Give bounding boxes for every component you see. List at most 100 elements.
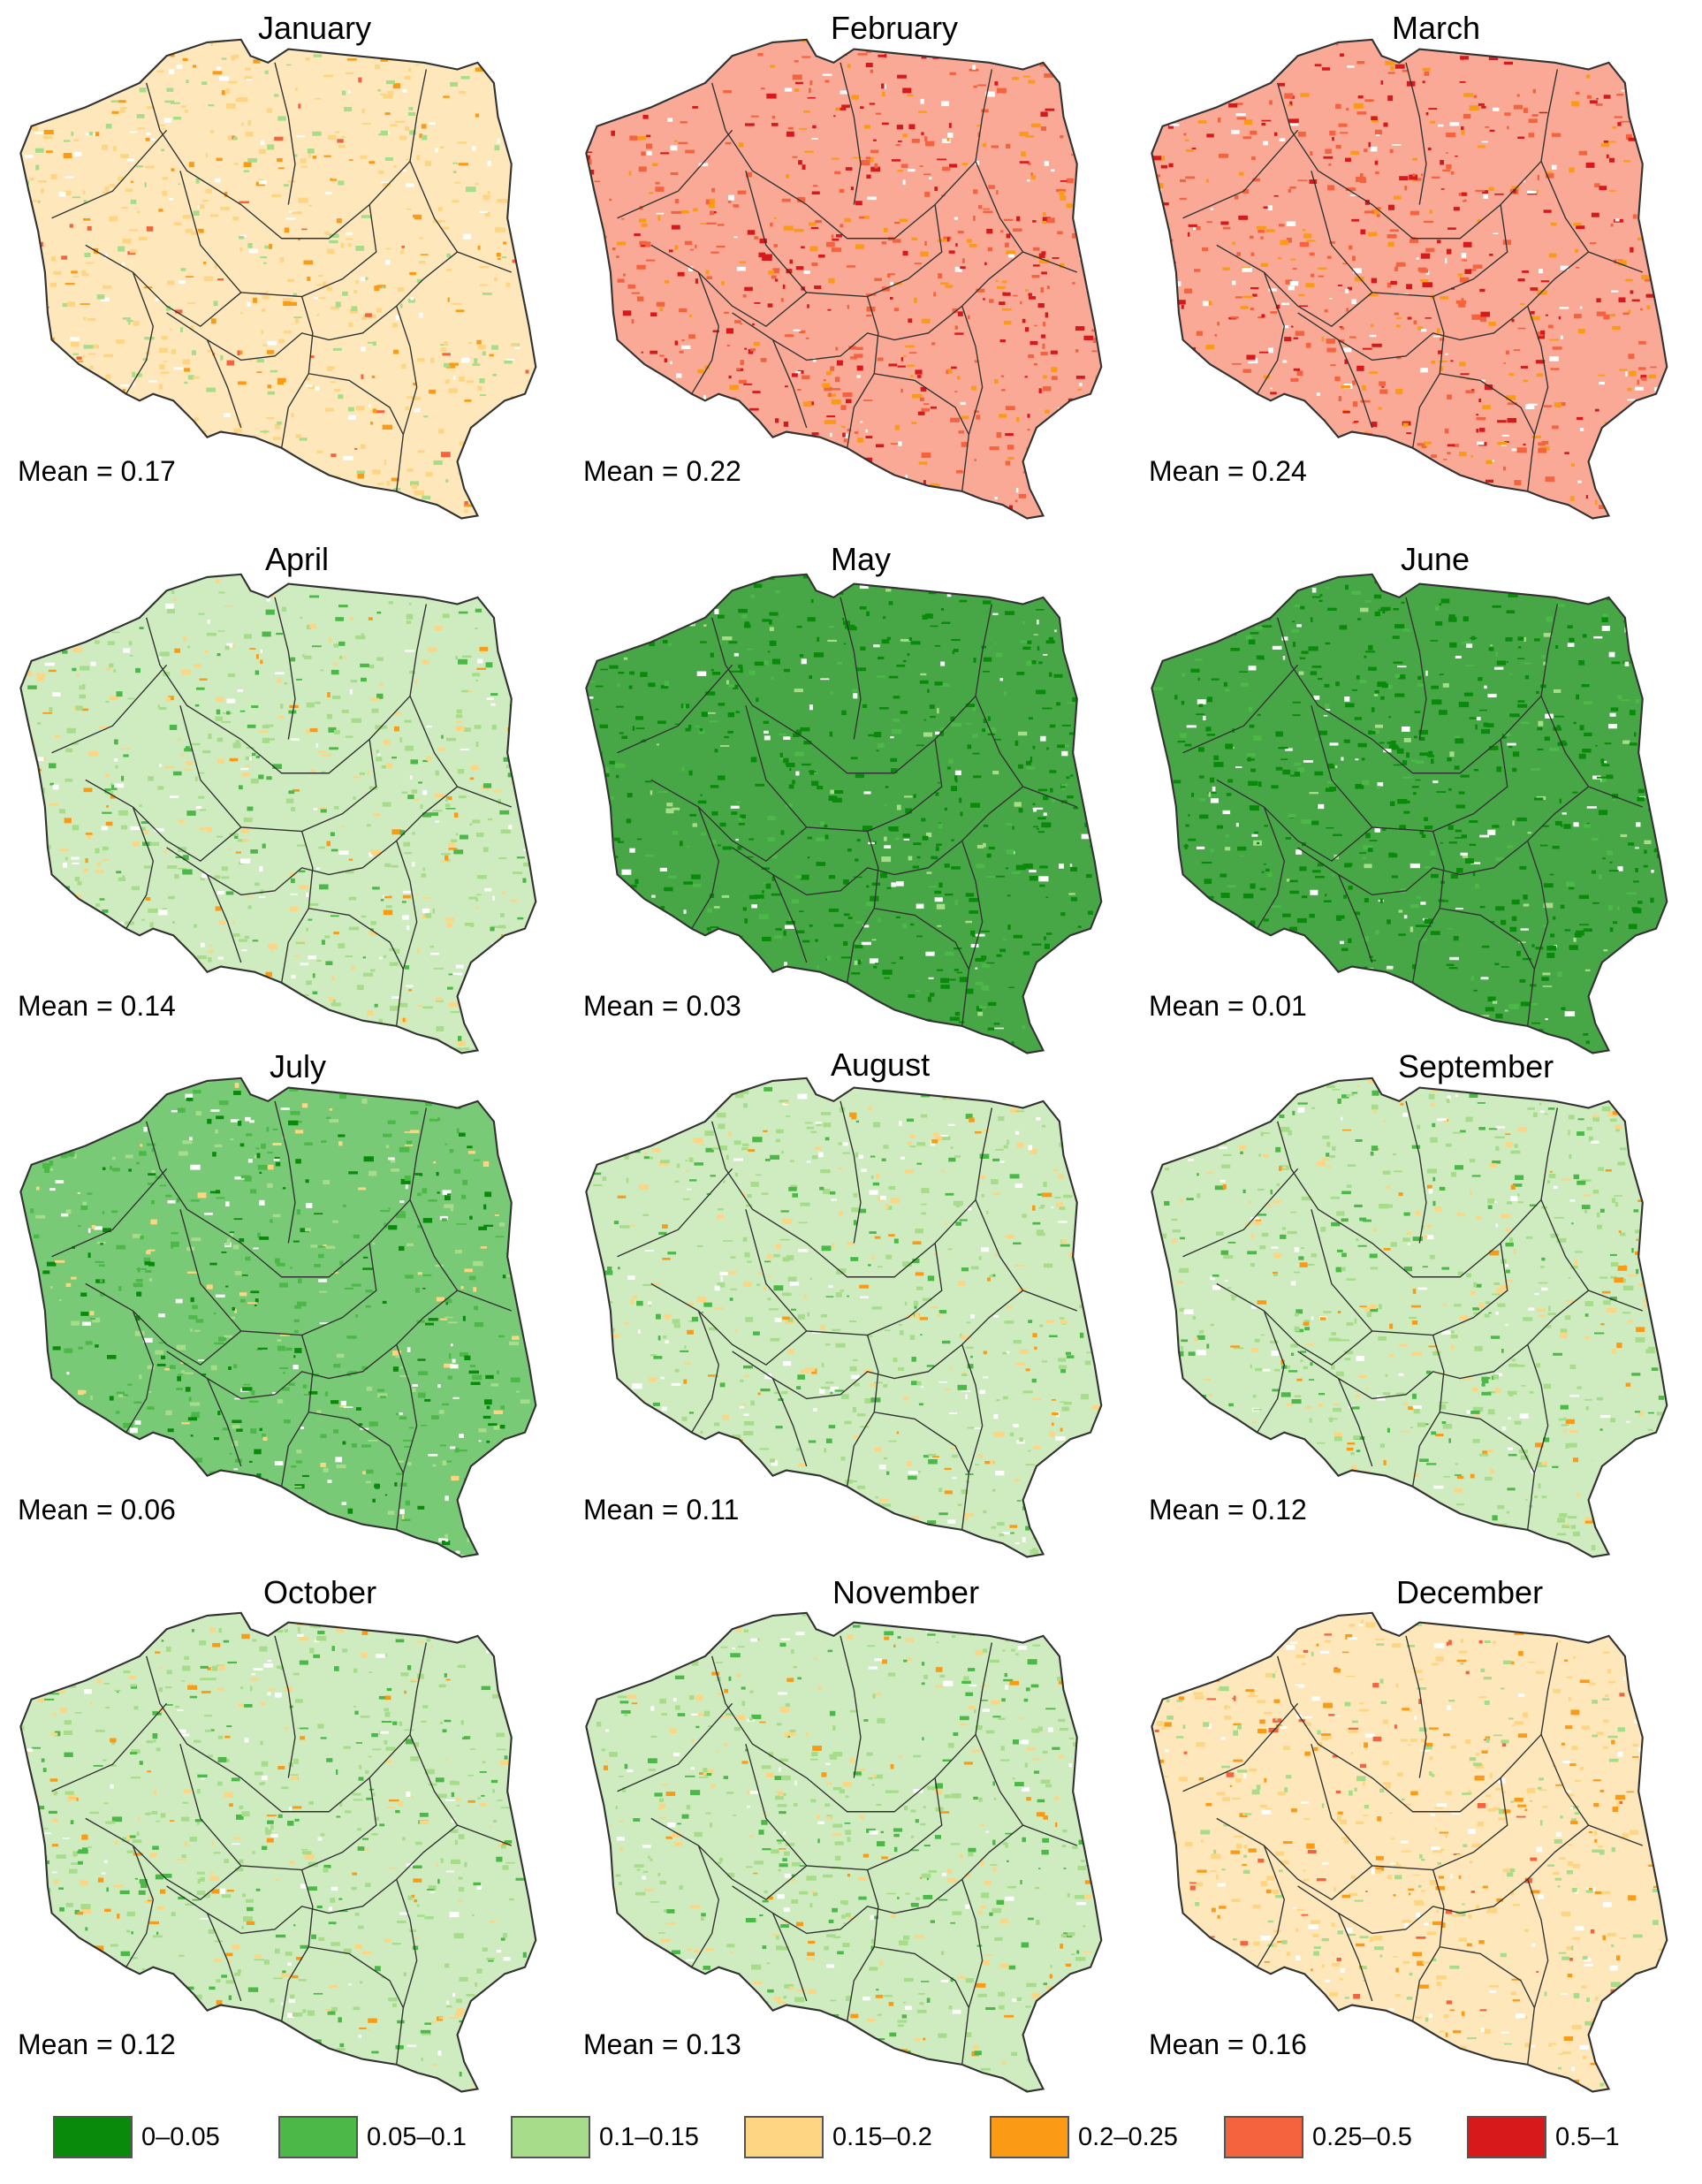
region-border — [840, 1100, 862, 1244]
map-panel-may: May Mean = 0.03 — [566, 535, 1113, 1065]
mean-label: Mean = 0.12 — [18, 2028, 176, 2060]
region-border — [1311, 705, 1508, 833]
region-border — [396, 306, 418, 491]
region-border — [274, 62, 296, 205]
month-title: April — [265, 541, 330, 577]
region-border — [617, 129, 733, 219]
region-border — [1182, 1702, 1299, 1792]
region-border — [691, 806, 720, 930]
map-panel-april: April Mean = 0.14 — [0, 535, 548, 1065]
region-border — [1216, 1282, 1373, 1366]
poland-map — [585, 1077, 1103, 1558]
country-fill — [586, 1612, 1102, 2092]
legend-label: 0.5–1 — [1555, 2123, 1620, 2151]
region-border — [650, 1282, 808, 1366]
region-border — [961, 841, 984, 1026]
region-border — [145, 1107, 428, 1278]
region-border — [874, 908, 969, 970]
region-border — [125, 271, 155, 395]
month-title: March — [1392, 10, 1481, 46]
region-border — [1337, 339, 1373, 429]
country-outline — [585, 1077, 1103, 1558]
region-border — [771, 874, 808, 963]
legend-label: 0.05–0.1 — [367, 2123, 467, 2151]
mean-label: Mean = 0.11 — [583, 1494, 740, 1526]
region-border — [1182, 129, 1299, 219]
region-border — [1337, 1913, 1373, 2002]
region-border — [975, 1199, 1077, 1312]
region-border — [691, 1845, 720, 1968]
legend-swatch — [278, 2116, 358, 2158]
poland-map — [585, 1611, 1103, 2093]
country-fill — [1151, 574, 1668, 1054]
region-border — [1540, 1199, 1643, 1312]
country-fill — [586, 39, 1102, 519]
region-border — [51, 1168, 168, 1258]
country-outline — [19, 38, 537, 520]
region-border — [1276, 69, 1559, 240]
region-border — [166, 786, 458, 896]
region-border — [1257, 1310, 1286, 1434]
region-border — [396, 1344, 418, 1530]
region-border — [51, 129, 168, 219]
region-border — [1297, 251, 1589, 361]
mean-label: Mean = 0.03 — [583, 990, 741, 1022]
region-border — [166, 1290, 458, 1400]
map-panel-june: June Mean = 0.01 — [1131, 535, 1679, 1065]
region-border — [179, 705, 377, 833]
poland-map — [19, 38, 537, 520]
region-border — [1527, 1879, 1549, 2065]
region-border — [1527, 1344, 1549, 1530]
map-panel-february: February Mean = 0.22 — [566, 0, 1113, 530]
region-border — [1540, 1734, 1643, 1846]
region-border — [1405, 1100, 1427, 1244]
region-border — [274, 597, 296, 740]
region-border — [85, 1817, 242, 1901]
country-fill — [586, 1077, 1102, 1557]
region-border — [125, 1310, 155, 1434]
mean-label: Mean = 0.16 — [1149, 2028, 1307, 2060]
region-border — [1276, 1642, 1559, 1813]
region-border — [85, 1282, 242, 1366]
region-border — [840, 62, 862, 205]
mean-label: Mean = 0.14 — [18, 990, 176, 1022]
region-border — [409, 1199, 512, 1312]
region-border — [1527, 306, 1549, 491]
legend-swatch — [53, 2116, 133, 2158]
region-border — [1297, 1290, 1589, 1400]
region-border — [85, 779, 242, 863]
region-border — [409, 696, 512, 808]
month-title: October — [263, 1574, 377, 1610]
region-border — [1337, 1378, 1373, 1467]
month-title: July — [270, 1048, 327, 1084]
region-border — [409, 161, 512, 273]
month-title: August — [831, 1046, 931, 1083]
legend-swatch — [1224, 2116, 1303, 2158]
map-panel-november: November Mean = 0.13 — [566, 1573, 1113, 2104]
region-border — [396, 1879, 418, 2065]
legend: 0–0.05 0.05–0.1 0.1–0.15 0.15–0.2 0.2–0.… — [53, 2112, 1670, 2165]
region-border — [274, 1635, 296, 1778]
region-border — [1527, 841, 1549, 1026]
country-fill — [20, 1077, 536, 1557]
region-border — [1440, 908, 1535, 970]
region-border — [51, 664, 168, 754]
region-border — [710, 69, 993, 240]
region-border — [1540, 161, 1643, 273]
region-border — [274, 1100, 296, 1244]
region-border — [1297, 786, 1589, 896]
country-outline — [1151, 1611, 1668, 2093]
region-border — [975, 696, 1077, 808]
country-outline — [1151, 573, 1668, 1054]
region-border — [961, 1879, 984, 2065]
region-border — [710, 1642, 993, 1813]
mean-label: Mean = 0.13 — [583, 2028, 741, 2060]
map-panel-august: August Mean = 0.11 — [566, 1039, 1113, 1569]
region-border — [1297, 1824, 1589, 1935]
poland-map — [19, 1611, 537, 2093]
month-title: June — [1401, 541, 1470, 577]
region-border — [1216, 244, 1373, 328]
region-border — [1182, 1168, 1299, 1258]
month-title: January — [258, 10, 372, 46]
map-panel-january: January Mean = 0.17 — [0, 0, 548, 530]
